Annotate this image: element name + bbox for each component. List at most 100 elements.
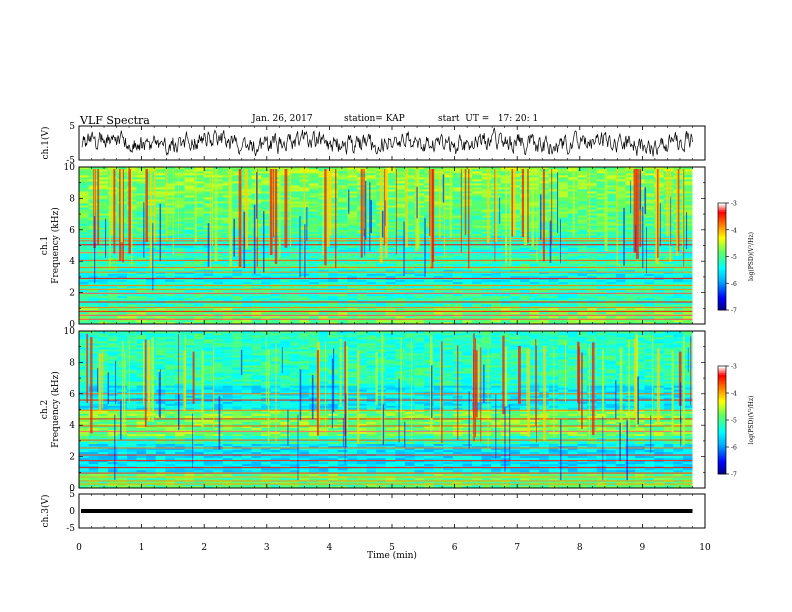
spectrogram-cell [673,289,684,293]
spectrogram-cell [356,269,368,272]
spectrogram-cell [414,255,425,258]
spectrogram-cell [165,265,176,268]
spectrogram-cell [136,253,147,256]
spectrogram-cell [328,253,339,256]
spectrogram-cell [548,265,559,268]
spectrogram-cell [126,279,138,283]
spectrogram-cell [261,235,272,238]
spectrogram-cell [232,227,243,230]
spectrogram-cell [663,199,674,202]
spectrogram-cell [366,197,377,200]
spectrogram-cell [682,185,694,188]
spectrogram-cell [577,213,588,216]
spectrogram-cell [481,217,492,220]
spectrogram-cell [366,195,377,198]
spectrogram-cell [404,207,416,210]
spectrogram-cell [98,247,109,250]
spectrogram-cell [280,301,291,305]
spectrogram-cell [261,217,272,220]
spectrogram-cell [548,209,559,212]
spectrogram-cell [654,301,665,305]
spectrogram-cell [539,261,550,264]
spectrogram-cell [519,289,531,293]
spectrogram-cell [443,199,454,202]
spectrogram-cell [443,179,454,182]
spectrogram-cell [404,319,416,323]
spectrogram-cell [79,245,90,248]
spectrogram-cell [491,247,502,250]
spectrogram-cell [587,273,598,276]
spectrogram-cell [596,233,607,236]
spectrogram-cell [328,321,339,325]
spectrogram-cell [117,265,128,268]
spectrogram-cell [88,303,99,307]
spectrogram-cell [404,321,416,325]
spectrogram-cell [136,311,147,315]
spectrogram-cell [155,295,166,299]
spectrogram-cell [634,303,646,307]
spectrogram-cell [644,235,655,238]
spectrogram-cell [385,247,396,250]
spectrogram-cell [663,203,674,206]
spectrogram-cell [481,225,492,228]
spectrogram-cell [347,213,358,216]
spectrogram-cell [194,279,205,283]
spectrogram-cell [174,205,186,208]
spectrogram-cell [289,307,301,311]
spectrogram-cell [347,249,358,252]
spectrogram-cell [107,257,118,260]
spectrogram-cell [117,271,128,274]
spectrogram-cell [481,253,492,256]
spectrogram-cell [194,299,205,303]
spectrogram-cell [462,307,473,311]
spectrogram-cell [194,321,205,325]
spectrogram-cell [424,263,435,266]
spectrogram-cell [213,199,224,202]
spectrogram-cell [366,245,377,248]
spectrogram-cell [596,261,607,264]
spectrogram-cell [309,197,320,200]
spectrogram-cell [548,203,559,206]
spectrogram-cell [644,211,655,214]
spectrogram-cell [529,217,540,220]
spectrogram-cell [337,255,348,258]
spectrogram-cell [587,269,598,272]
spectrogram-cell [577,257,588,260]
spectrogram-cell [548,233,559,236]
spectrogram-cell [606,315,617,319]
spectrogram-cell [98,249,109,252]
spectrogram-cell [548,283,559,287]
spectrogram-cell [385,195,396,198]
spectrogram-cell [414,199,425,202]
spectrogram-cell [79,209,90,212]
spectrogram-cell [385,289,396,293]
spectrogram-cell [165,285,176,289]
spectrogram-cell [596,227,607,230]
spectrogram-cell [654,267,665,270]
spectrogram-cell [385,263,396,266]
spectrogram-cell [548,271,559,274]
spectrogram-cell [682,321,694,325]
spectrogram-cell [644,303,655,307]
spectrogram-cell [136,289,147,293]
spectrogram-cell [395,299,406,303]
spectrogram-cell [385,229,396,232]
spectrogram-cell [107,303,118,307]
spectrogram-cell [529,281,540,285]
spectrogram-cell [481,193,492,196]
spectrogram-cell [615,293,626,297]
spectrogram-cell [529,221,540,224]
spectrogram-cell [663,273,674,276]
spectrogram-cell [462,285,473,289]
spectrogram-cell [462,275,473,278]
spectrogram-cell [443,193,454,196]
spectrogram-cell [395,221,406,224]
spectrogram-cell [452,283,464,287]
spectrogram-cell [270,283,281,287]
spectrogram-cell [472,299,483,303]
spectrogram-cell [634,295,646,299]
spectrogram-cell [510,265,521,268]
spectrogram-cell [433,297,444,301]
spectrogram-cell [261,255,272,258]
spectrogram-cell [634,255,646,258]
